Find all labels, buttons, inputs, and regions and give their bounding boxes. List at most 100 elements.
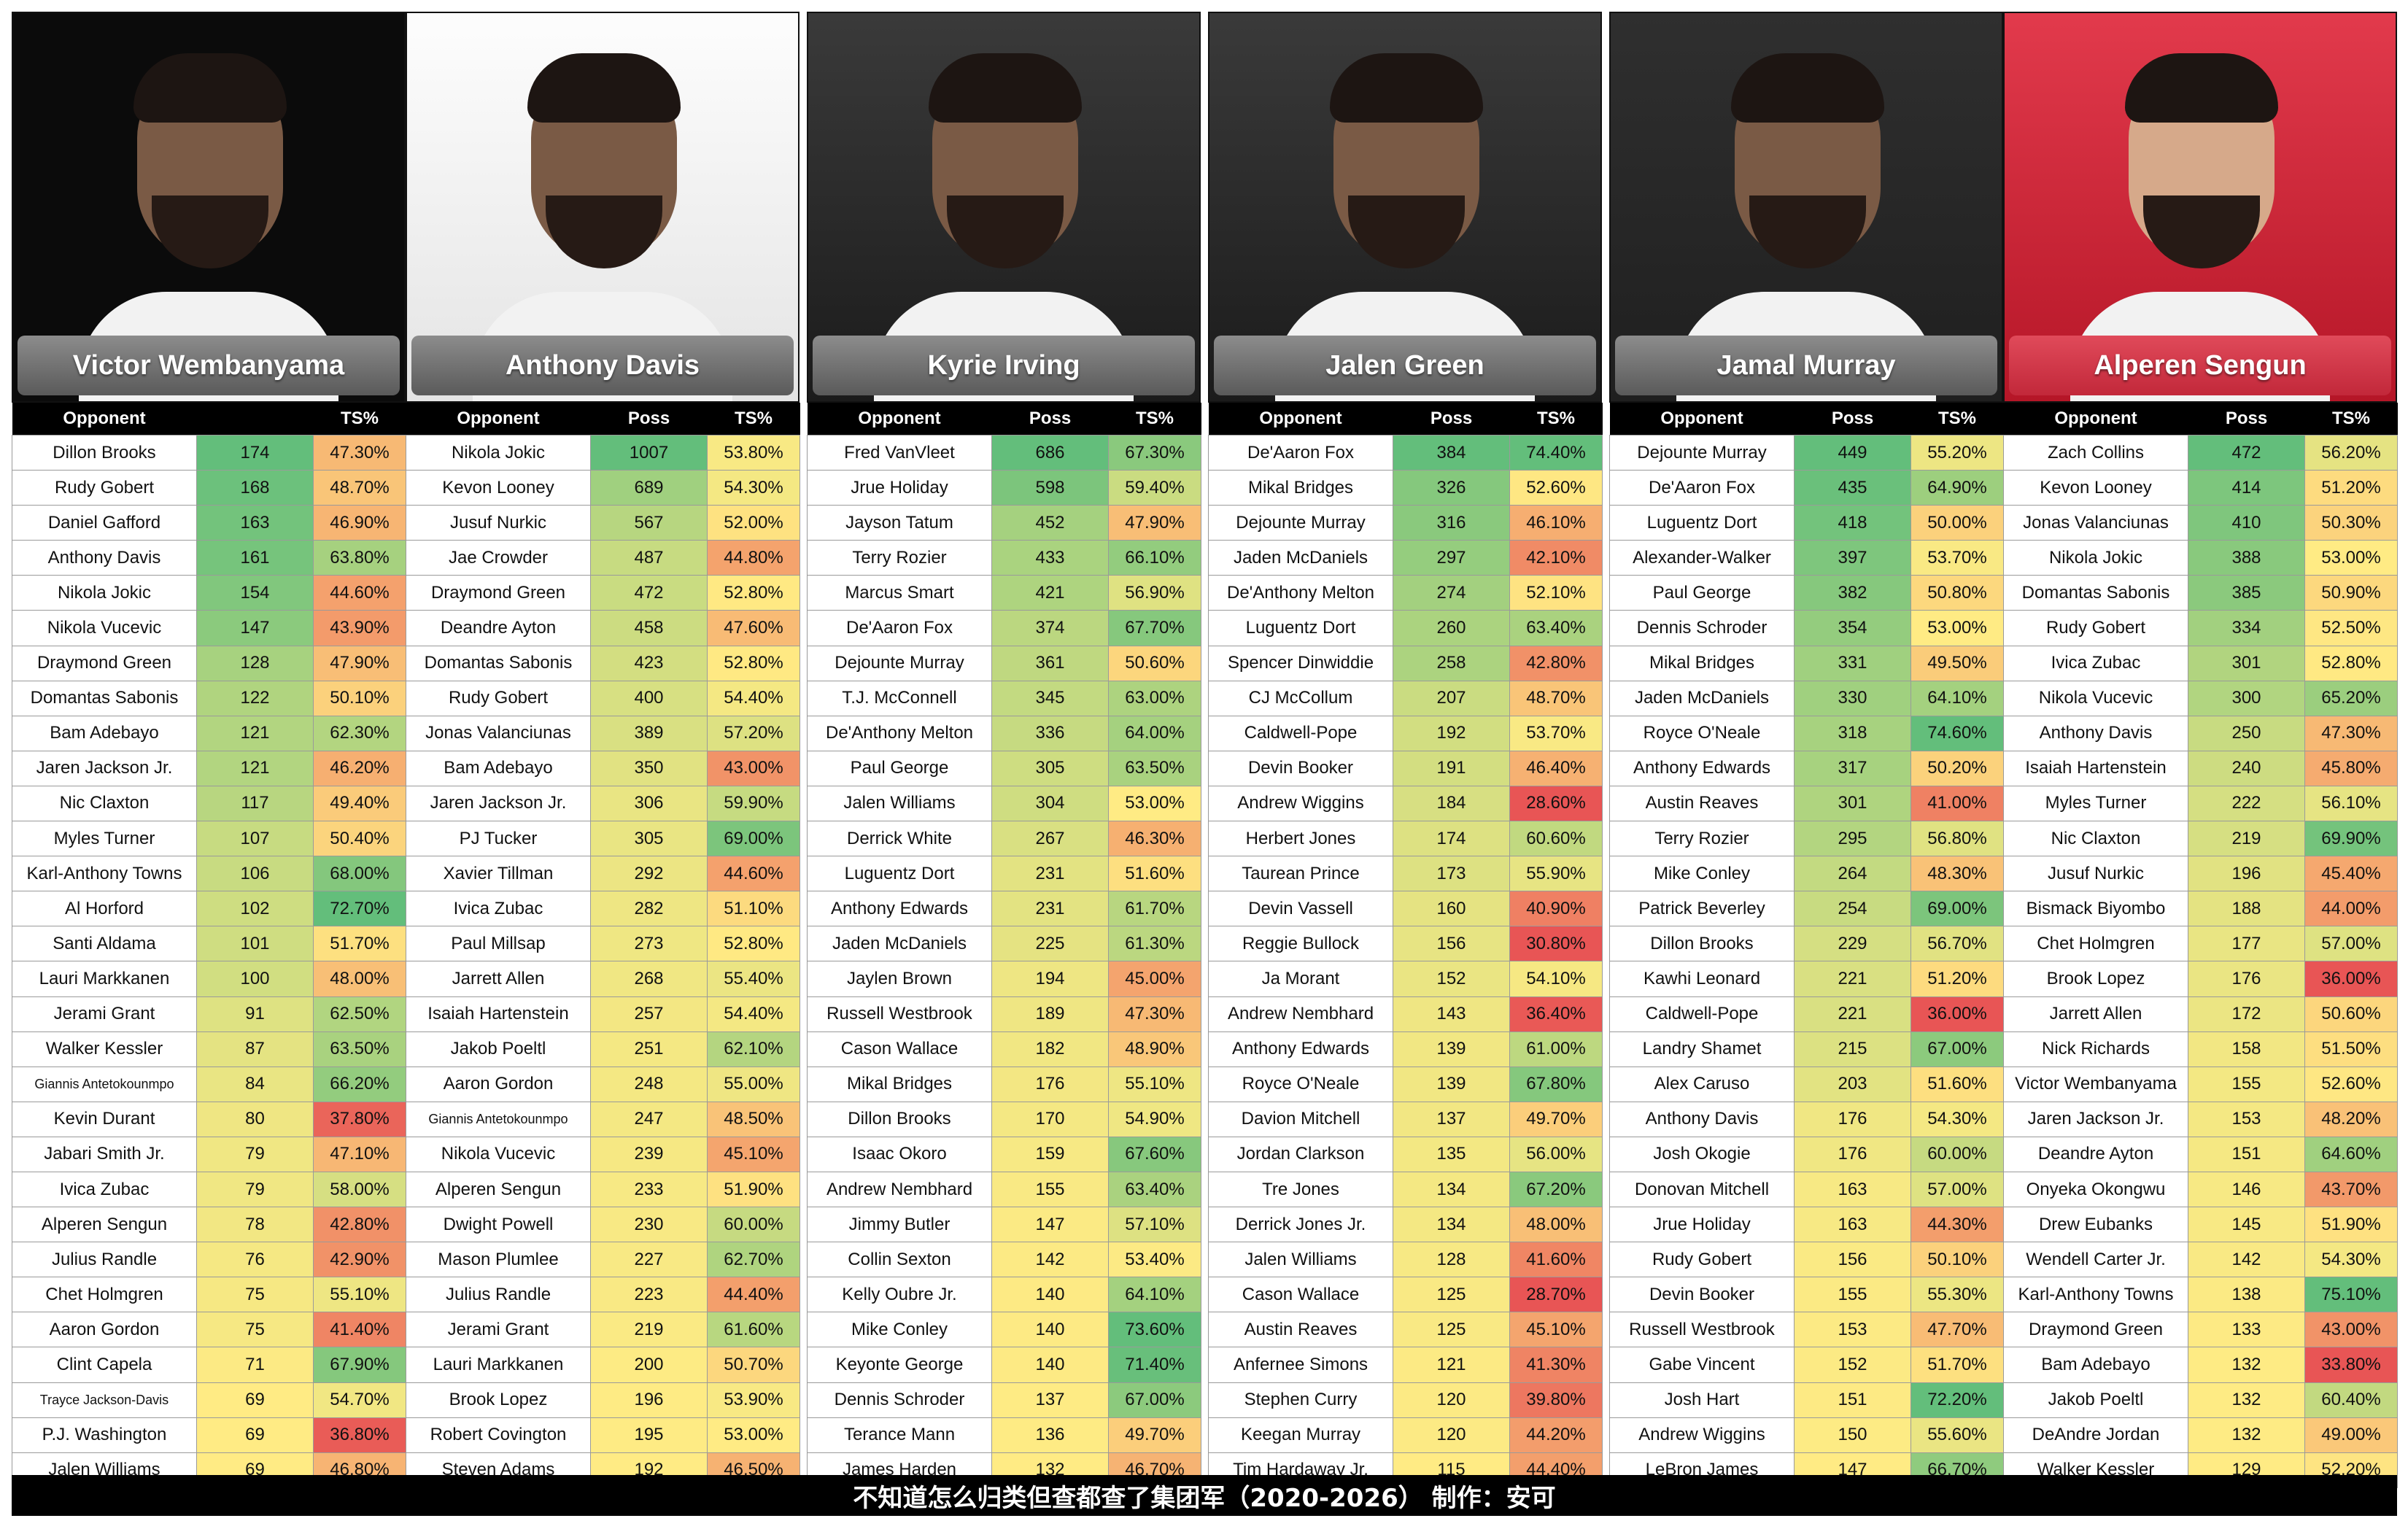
opponent-cell: Aaron Gordon bbox=[12, 1312, 197, 1348]
table-row: P.J. Washington 69 36.80% bbox=[12, 1417, 406, 1453]
table-row: Nikola Vucevic 147 43.90% bbox=[12, 610, 406, 646]
ts-cell: 54.40% bbox=[707, 680, 800, 716]
table-row: Terry Rozier 433 66.10% bbox=[807, 540, 1201, 576]
poss-cell: 301 bbox=[2188, 645, 2305, 681]
header-opponent: Opponent bbox=[1609, 403, 1795, 436]
ts-cell: 74.40% bbox=[1509, 434, 1603, 471]
header-poss: Poss bbox=[1794, 403, 1911, 436]
opponent-cell: Brook Lopez bbox=[406, 1382, 591, 1418]
ts-cell: 28.70% bbox=[1509, 1277, 1603, 1313]
ts-cell: 53.00% bbox=[707, 1417, 800, 1453]
poss-cell: 189 bbox=[991, 996, 1109, 1032]
table-row: Anthony Edwards 139 61.00% bbox=[1208, 1031, 1603, 1067]
opponent-cell: Jonas Valanciunas bbox=[406, 715, 591, 751]
ts-cell: 36.00% bbox=[2304, 961, 2398, 997]
ts-cell: 60.00% bbox=[707, 1207, 800, 1243]
table-row: Nic Claxton 117 49.40% bbox=[12, 785, 406, 822]
poss-cell: 121 bbox=[196, 715, 314, 751]
table-row: Isaiah Hartenstein 240 45.80% bbox=[2003, 750, 2398, 786]
opponent-cell: Anthony Davis bbox=[2003, 715, 2188, 751]
poss-cell: 156 bbox=[1393, 926, 1510, 962]
ts-cell: 54.40% bbox=[707, 996, 800, 1032]
opponent-cell: Draymond Green bbox=[12, 645, 197, 681]
table-row: Mikal Bridges 176 55.10% bbox=[807, 1066, 1201, 1102]
table-row: Royce O'Neale 139 67.80% bbox=[1208, 1066, 1603, 1102]
table-row: Deandre Ayton 458 47.60% bbox=[406, 610, 800, 646]
opponent-cell: Draymond Green bbox=[406, 575, 591, 611]
opponent-cell: Mike Conley bbox=[807, 1312, 992, 1348]
poss-cell: 69 bbox=[196, 1382, 314, 1418]
ts-cell: 64.00% bbox=[1108, 715, 1201, 751]
opponent-cell: Victor Wembanyama bbox=[2003, 1066, 2188, 1102]
poss-cell: 414 bbox=[2188, 470, 2305, 506]
poss-cell: 410 bbox=[2188, 505, 2305, 541]
header-ts: TS% bbox=[313, 403, 406, 436]
opponent-cell: Jaden McDaniels bbox=[807, 926, 992, 962]
opponent-cell: Jonas Valanciunas bbox=[2003, 505, 2188, 541]
ts-cell: 68.00% bbox=[313, 856, 406, 892]
header-opponent: Opponent bbox=[1208, 403, 1393, 436]
ts-cell: 47.90% bbox=[1108, 505, 1201, 541]
matchup-table: Opponent Poss TS% Zach Collins 472 56.20% Kevo… bbox=[2003, 403, 2398, 1488]
ts-cell: 44.60% bbox=[707, 856, 800, 892]
opponent-cell: Jalen Williams bbox=[1208, 1242, 1393, 1278]
opponent-cell: Ivica Zubac bbox=[406, 891, 591, 927]
ts-cell: 64.90% bbox=[1910, 470, 2004, 506]
ts-cell: 53.40% bbox=[1108, 1242, 1201, 1278]
table-row: Gabe Vincent 152 51.70% bbox=[1609, 1347, 2004, 1383]
ts-cell: 63.00% bbox=[1108, 680, 1201, 716]
table-row: Domantas Sabonis 423 52.80% bbox=[406, 645, 800, 681]
ts-cell: 55.30% bbox=[1910, 1277, 2004, 1313]
poss-cell: 354 bbox=[1794, 610, 1911, 646]
ts-cell: 52.80% bbox=[707, 926, 800, 962]
table-row: Nikola Jokic 1007 53.80% bbox=[406, 434, 800, 471]
poss-cell: 120 bbox=[1393, 1417, 1510, 1453]
poss-cell: 146 bbox=[2188, 1171, 2305, 1208]
table-row: Xavier Tillman 292 44.60% bbox=[406, 856, 800, 892]
ts-cell: 55.10% bbox=[1108, 1066, 1201, 1102]
poss-cell: 292 bbox=[590, 856, 708, 892]
opponent-cell: Jarrett Allen bbox=[2003, 996, 2188, 1032]
opponent-cell: Kawhi Leonard bbox=[1609, 961, 1795, 997]
opponent-cell: Domantas Sabonis bbox=[12, 680, 197, 716]
ts-cell: 47.70% bbox=[1910, 1312, 2004, 1348]
ts-cell: 42.90% bbox=[313, 1242, 406, 1278]
poss-cell: 132 bbox=[2188, 1347, 2305, 1383]
ts-cell: 51.90% bbox=[707, 1171, 800, 1208]
table-row: Julius Randle 223 44.40% bbox=[406, 1277, 800, 1313]
poss-cell: 267 bbox=[991, 821, 1109, 857]
table-row: Tre Jones 134 67.20% bbox=[1208, 1171, 1603, 1208]
poss-cell: 142 bbox=[991, 1242, 1109, 1278]
opponent-cell: Gabe Vincent bbox=[1609, 1347, 1795, 1383]
table-row: Jrue Holiday 163 44.30% bbox=[1609, 1207, 2004, 1243]
table-row: Caldwell-Pope 192 53.70% bbox=[1208, 715, 1603, 751]
ts-cell: 42.80% bbox=[1509, 645, 1603, 681]
table-row: Jalen Williams 304 53.00% bbox=[807, 785, 1201, 822]
ts-cell: 49.50% bbox=[1910, 645, 2004, 681]
poss-cell: 139 bbox=[1393, 1031, 1510, 1067]
opponent-cell: Dillon Brooks bbox=[12, 434, 197, 471]
table-row: Dennis Schroder 354 53.00% bbox=[1609, 610, 2004, 646]
poss-cell: 1007 bbox=[590, 434, 708, 471]
opponent-cell: Nikola Jokic bbox=[12, 575, 197, 611]
table-row: Giannis Antetokounmpo 84 66.20% bbox=[12, 1066, 406, 1102]
poss-cell: 686 bbox=[991, 434, 1109, 471]
table-header-row: Opponent Poss TS% bbox=[1609, 403, 2004, 436]
opponent-cell: Jaren Jackson Jr. bbox=[12, 750, 197, 786]
ts-cell: 30.80% bbox=[1509, 926, 1603, 962]
poss-cell: 121 bbox=[1393, 1347, 1510, 1383]
table-row: Lauri Markkanen 100 48.00% bbox=[12, 961, 406, 997]
poss-cell: 137 bbox=[1393, 1101, 1510, 1137]
ts-cell: 61.70% bbox=[1108, 891, 1201, 927]
table-row: Walker Kessler 87 63.50% bbox=[12, 1031, 406, 1067]
ts-cell: 51.60% bbox=[1108, 856, 1201, 892]
hair-shape bbox=[2125, 53, 2278, 123]
ts-cell: 40.90% bbox=[1509, 891, 1603, 927]
opponent-cell: Mike Conley bbox=[1609, 856, 1795, 892]
poss-cell: 138 bbox=[2188, 1277, 2305, 1313]
table-row: Santi Aldama 101 51.70% bbox=[12, 926, 406, 962]
opponent-cell: Kevon Looney bbox=[406, 470, 591, 506]
opponent-cell: Jaden McDaniels bbox=[1208, 540, 1393, 576]
table-row: Alperen Sengun 78 42.80% bbox=[12, 1207, 406, 1243]
poss-cell: 163 bbox=[196, 505, 314, 541]
